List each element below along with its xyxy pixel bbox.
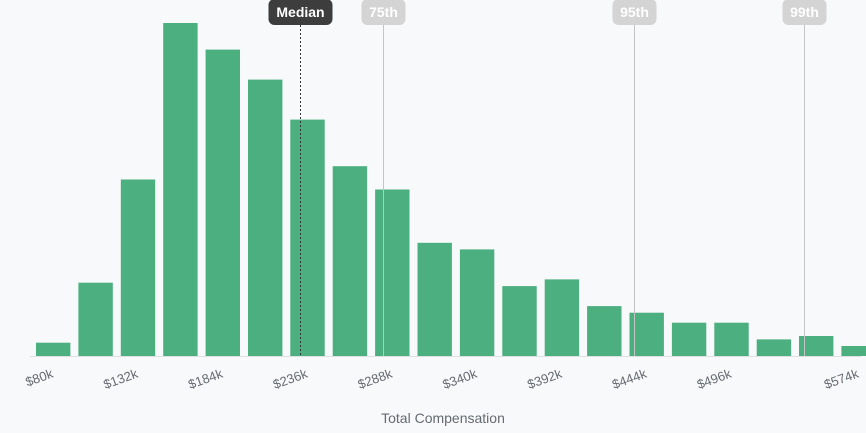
- histogram-bar[interactable]: [544, 279, 580, 356]
- histogram-bar[interactable]: [417, 242, 452, 356]
- histogram-bar[interactable]: [248, 79, 283, 356]
- percentile-tag-group: Median 75th 95th 99th: [268, 0, 827, 25]
- percentile-tag: [782, 0, 827, 25]
- x-tick-label: $496k: [695, 366, 734, 392]
- histogram-bar[interactable]: [120, 179, 156, 357]
- percentile-tag: [361, 0, 406, 25]
- x-tick-label: $392k: [525, 366, 564, 392]
- x-tick-label: $236k: [271, 366, 310, 392]
- histogram-bar[interactable]: [502, 286, 537, 356]
- x-tick-label: $80k: [23, 366, 55, 390]
- histogram-bar[interactable]: [587, 306, 622, 356]
- histogram-bar[interactable]: [205, 49, 240, 356]
- x-tick-label: $340k: [441, 366, 480, 392]
- percentile-line-group: [300, 25, 805, 356]
- x-tick-label: $288k: [356, 366, 395, 392]
- histogram-bar[interactable]: [841, 346, 866, 356]
- histogram-bar[interactable]: [332, 166, 368, 356]
- bar-group: [36, 23, 866, 356]
- histogram-bar[interactable]: [78, 282, 113, 356]
- percentile-label: 99th: [790, 4, 819, 20]
- histogram-bar[interactable]: [714, 322, 749, 356]
- histogram-bar[interactable]: [629, 312, 664, 356]
- histogram-bar[interactable]: [163, 23, 198, 356]
- percentile-label: Median: [276, 4, 324, 20]
- percentile-tag: [612, 0, 657, 25]
- percentile-label: 95th: [620, 4, 649, 20]
- percentile-label: 75th: [369, 4, 398, 20]
- histogram-bar[interactable]: [459, 249, 495, 356]
- x-tick-label: $184k: [186, 366, 225, 392]
- x-tick-label: $444k: [610, 366, 649, 392]
- x-axis-title: Total Compensation: [381, 410, 505, 426]
- histogram-bar[interactable]: [756, 339, 792, 356]
- histogram-bar[interactable]: [671, 322, 707, 356]
- x-tick-label: $574k: [822, 366, 861, 392]
- percentile-tag: [268, 0, 333, 25]
- histogram-bar[interactable]: [290, 119, 325, 356]
- histogram-bar[interactable]: [799, 336, 834, 356]
- x-tick-group: $80k $132k $184k $236k $288k $340k $392k $444k $…: [23, 366, 861, 392]
- x-tick-label: $132k: [101, 366, 140, 392]
- histogram-bar[interactable]: [36, 342, 71, 356]
- histogram-bar[interactable]: [375, 189, 410, 357]
